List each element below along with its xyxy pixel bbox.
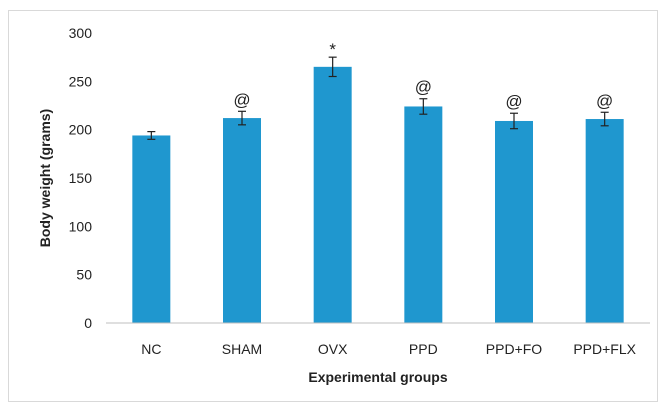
bar [313,66,352,323]
x-tick-label: SHAM [222,341,262,357]
x-tick-label: OVX [318,341,348,357]
bar [495,120,533,323]
x-tick-labels: NC SHAM OVX PPD PPD+FO PPD+FLX [141,341,636,357]
x-tick-label: PPD [409,341,438,357]
x-tick-label: PPD+FO [486,341,543,357]
significance-marker: @ [415,78,432,97]
y-axis-title: Body weight (grams) [37,109,53,247]
y-tick-label: 200 [69,122,93,138]
bar [223,118,261,323]
y-tick-label: 250 [69,73,93,89]
y-tick-label: 100 [69,218,93,234]
significance-marker: @ [505,92,522,111]
bar [585,119,624,324]
x-axis-title: Experimental groups [308,369,447,385]
y-tick-label: 50 [76,267,92,283]
error-bars [147,56,609,140]
bar [132,135,171,323]
bar [404,106,443,323]
y-tick-labels: 0 50 100 150 200 250 300 [69,25,93,331]
y-tick-label: 0 [84,315,92,331]
x-tick-label: PPD+FLX [573,341,636,357]
bars [132,66,624,324]
significance-markers: @ * @ @ @ [233,40,613,111]
significance-marker: @ [596,91,613,110]
x-tick-label: NC [141,341,161,357]
y-tick-label: 150 [69,170,93,186]
significance-marker: * [329,40,336,59]
y-tick-label: 300 [69,25,93,41]
significance-marker: @ [233,90,250,109]
